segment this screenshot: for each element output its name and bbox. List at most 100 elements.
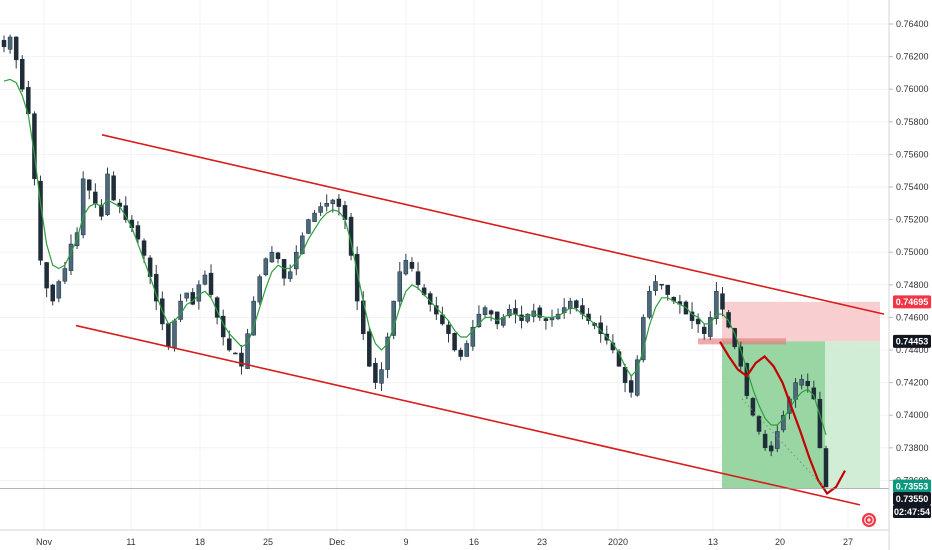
y-tick-label: 0.74600 bbox=[896, 312, 929, 322]
candle-body bbox=[80, 178, 86, 236]
candle-body bbox=[306, 219, 311, 234]
candle-body bbox=[507, 309, 512, 317]
candle-body bbox=[300, 235, 305, 254]
candle-body bbox=[294, 251, 299, 270]
candle-body bbox=[628, 380, 634, 393]
x-tick-label: 25 bbox=[263, 537, 273, 547]
candle-body bbox=[318, 206, 323, 213]
candle-body bbox=[275, 252, 281, 259]
x-tick-label: 20 bbox=[775, 537, 785, 547]
candle-body bbox=[799, 379, 804, 386]
candle-body bbox=[397, 271, 403, 302]
candle-body bbox=[287, 271, 293, 279]
candle-body bbox=[354, 253, 360, 302]
candle-body bbox=[415, 271, 421, 286]
candle-body bbox=[379, 369, 384, 384]
candle-body bbox=[470, 326, 476, 347]
candle-body bbox=[373, 362, 378, 383]
candle-body bbox=[202, 274, 208, 285]
candle-body bbox=[233, 352, 238, 355]
x-tick-label: 18 bbox=[195, 537, 205, 547]
y-tick-label: 0.75600 bbox=[896, 149, 929, 159]
candle-body bbox=[257, 276, 262, 303]
price-tag-bg bbox=[893, 492, 931, 506]
candle-body bbox=[385, 336, 390, 370]
candle-body bbox=[1, 40, 7, 48]
candle-body bbox=[665, 284, 670, 295]
y-tick-label: 0.76200 bbox=[896, 52, 929, 62]
candle-body bbox=[817, 398, 823, 449]
add-alert-button[interactable] bbox=[862, 513, 876, 527]
candle-body bbox=[172, 320, 177, 348]
candle-body bbox=[99, 204, 104, 217]
candle-body bbox=[714, 291, 719, 319]
channel-upper-line[interactable] bbox=[101, 134, 885, 315]
x-tick-label: 9 bbox=[403, 537, 408, 547]
channel-lower-line[interactable] bbox=[75, 324, 861, 506]
candle-body bbox=[178, 300, 183, 320]
candles bbox=[1, 34, 829, 488]
candle-body bbox=[452, 333, 457, 351]
candle-body bbox=[762, 433, 768, 449]
candle-body bbox=[543, 318, 549, 321]
forecast-curve[interactable] bbox=[719, 341, 846, 495]
price-tag-entry[interactable]: 0.74453 bbox=[893, 334, 931, 348]
candle-body bbox=[488, 310, 494, 315]
candle-body bbox=[312, 212, 317, 222]
candle-body bbox=[720, 293, 725, 310]
candle-body bbox=[574, 300, 579, 308]
candle-body bbox=[391, 300, 396, 336]
y-tick-label: 0.74800 bbox=[896, 280, 929, 290]
y-tick-label: 0.76400 bbox=[896, 19, 929, 29]
price-tag-stop[interactable]: 0.74695 bbox=[893, 295, 931, 309]
candle-body bbox=[44, 262, 49, 289]
candle-body bbox=[190, 292, 196, 305]
candle-body bbox=[135, 225, 141, 240]
candle-body bbox=[647, 291, 652, 318]
candle-body bbox=[525, 313, 530, 322]
candle-body bbox=[695, 318, 701, 325]
candle-body bbox=[805, 380, 810, 387]
candle-body bbox=[513, 308, 518, 315]
candle-body bbox=[403, 260, 409, 275]
x-tick-label: Nov bbox=[36, 537, 53, 547]
price-tag-bg bbox=[893, 505, 931, 519]
price-tag-label: 02:47:54 bbox=[894, 507, 930, 517]
candle-body bbox=[7, 36, 13, 50]
x-tick-label: 27 bbox=[843, 537, 853, 547]
x-tick-label: 23 bbox=[537, 537, 547, 547]
candle-body bbox=[251, 300, 256, 336]
plus-ring-icon bbox=[864, 515, 874, 525]
price-tag-countdown[interactable]: 02:47:54 bbox=[893, 505, 931, 519]
candle-body bbox=[227, 338, 232, 351]
candle-body bbox=[744, 363, 750, 396]
x-tick-label: Dec bbox=[329, 537, 346, 547]
candle-body bbox=[263, 258, 269, 276]
price-tag-last[interactable]: 0.73550 bbox=[893, 492, 931, 506]
x-tick-label: 16 bbox=[469, 537, 479, 547]
price-tag-target[interactable]: 0.73553 bbox=[893, 479, 931, 493]
candle-body bbox=[634, 359, 640, 396]
candle-body bbox=[750, 398, 756, 416]
candle-body bbox=[823, 448, 829, 488]
y-tick-label: 0.74400 bbox=[896, 345, 929, 355]
candle-body bbox=[208, 272, 214, 295]
candle-body bbox=[105, 173, 110, 215]
candle-body bbox=[20, 59, 25, 90]
candle-body bbox=[482, 307, 488, 316]
candle-body bbox=[330, 199, 336, 205]
y-tick-label: 0.74200 bbox=[896, 378, 929, 388]
profit-zone-dark bbox=[722, 341, 825, 489]
candle-body bbox=[324, 203, 329, 207]
candle-body bbox=[62, 268, 68, 282]
candle-body bbox=[616, 351, 622, 367]
x-tick-label: 13 bbox=[708, 537, 718, 547]
price-axis[interactable]: 0.76400 0.76200 0.76000 0.75800 0.75600 0.754… bbox=[889, 19, 929, 485]
time-axis[interactable]: Nov 11 18 25 Dec 9 16 23 2020 13 20 27 bbox=[36, 537, 853, 547]
candle-body bbox=[701, 326, 707, 334]
y-tick-label: 0.75400 bbox=[896, 182, 929, 192]
candle-body bbox=[56, 281, 62, 299]
candle-body bbox=[476, 313, 482, 328]
candle-body bbox=[537, 307, 543, 318]
